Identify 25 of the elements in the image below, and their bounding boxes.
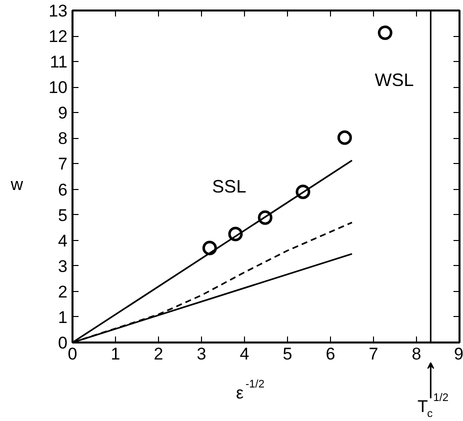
x-tick-label: 7: [368, 344, 378, 364]
x-tick-label: 6: [326, 344, 336, 364]
annotation: WSL: [374, 70, 414, 90]
y-tick-label: 5: [58, 206, 68, 225]
x-tick-label: 4: [240, 344, 250, 364]
x-tick-label: 2: [154, 344, 164, 364]
y-tick-label: 8: [58, 129, 68, 148]
y-tick-label: 1: [58, 308, 68, 327]
y-tick-label: 6: [58, 180, 68, 200]
y-tick-label: 13: [48, 2, 68, 20]
y-tick-label: 10: [48, 78, 68, 98]
y-tick-label: 7: [58, 154, 68, 174]
y-tick-label: 11: [50, 52, 68, 72]
x-tick-label: 5: [282, 344, 292, 364]
annotation: SSL: [212, 176, 246, 196]
y-tick-label: 2: [58, 282, 68, 302]
y-tick-label: 12: [48, 27, 68, 46]
x-tick-label: 3: [196, 344, 206, 364]
y-axis-title: w: [10, 175, 24, 194]
y-tick-label: 9: [58, 104, 68, 123]
x-tick-label: 8: [412, 344, 422, 364]
x-tick-label: 9: [454, 344, 463, 364]
x-tick-label: 1: [110, 344, 120, 364]
y-tick-label: 3: [58, 256, 68, 276]
y-tick-label: 4: [58, 231, 68, 250]
